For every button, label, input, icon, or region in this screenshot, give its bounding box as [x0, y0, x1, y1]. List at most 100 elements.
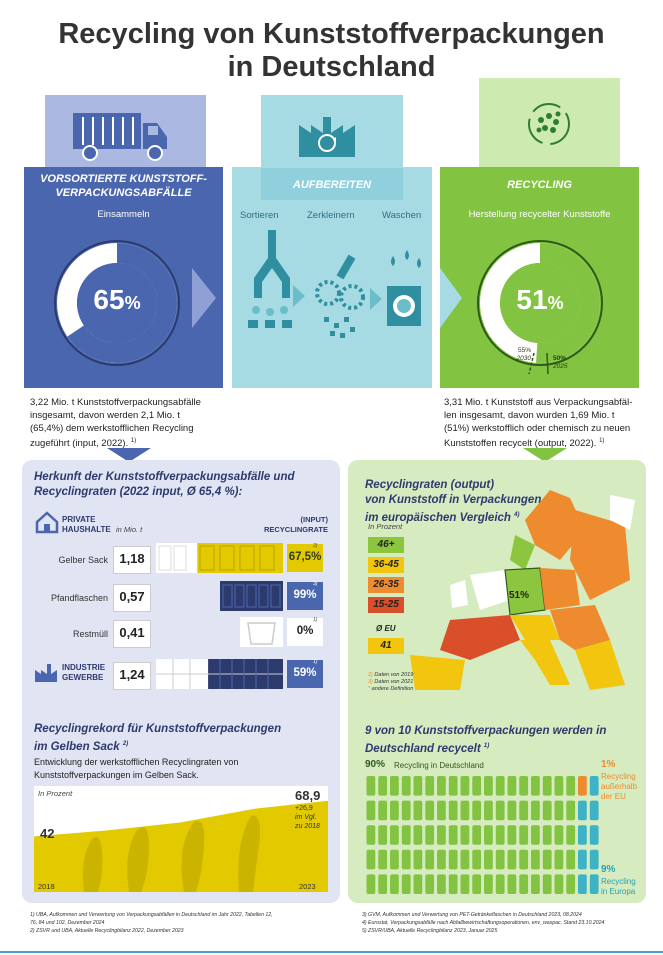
bottle-mark: [378, 776, 388, 796]
collect-subtitle: Einsammeln: [97, 209, 150, 220]
washing-icon: [387, 250, 421, 326]
process-step-sort: Sortieren: [240, 210, 279, 221]
bottle-mark: [366, 800, 376, 821]
bottle-mark: [413, 825, 423, 845]
bottle-mark: [542, 825, 552, 845]
bottle-mark: [448, 849, 458, 870]
bottle-mark: [448, 825, 458, 845]
amount-pfandflaschen: 0,57: [113, 584, 151, 612]
bottle-mark: [495, 825, 505, 845]
bottle-mark: [472, 800, 482, 821]
bottle-mark: [378, 800, 388, 821]
legend-36-45: 36-45: [368, 557, 404, 573]
bottle-mark: [542, 776, 552, 796]
bottle-mark: [413, 874, 423, 894]
row-label-restmuell: Restmüll: [72, 629, 108, 639]
collect-percent: 65%: [42, 284, 192, 316]
target-2025: 50% 2025: [553, 355, 568, 370]
bottle-mark: [554, 874, 564, 894]
bottle-mark: [578, 800, 587, 821]
factory-icon-box: [261, 95, 403, 170]
bottle-mark: [519, 825, 529, 845]
recycling-arrow-in: [440, 268, 462, 328]
europe-percent: 9%: [601, 864, 616, 875]
nine-of-ten-title: 9 von 10 Kunststoffverpackungen werden i…: [365, 725, 607, 755]
europe-ylabel: In Prozent: [368, 522, 403, 531]
unit-label: in Mio. t: [116, 525, 143, 534]
bottle-mark: [507, 800, 517, 821]
collect-percent-sign: %: [124, 293, 141, 313]
row-label-gelber-sack: Gelber Sack: [58, 555, 108, 565]
amount-industry: 1,24: [113, 662, 151, 690]
bottle-mark: [460, 849, 470, 870]
bottle-mark: [495, 874, 505, 894]
factory-small-icon: [35, 664, 57, 682]
bottle-mark: [578, 776, 587, 796]
bottle-mark: [542, 874, 552, 894]
footnotes-left: 1) UBA, Aufkommen und Verwertung von Ver…: [30, 912, 273, 934]
title-line-1: Recycling von Kunststoffverpackungen: [58, 18, 605, 50]
house-icon: [35, 511, 59, 534]
bottle-mark: [448, 800, 458, 821]
record-area-chart: [34, 800, 328, 892]
record-x-end: 2023: [299, 882, 316, 891]
shredder-icon: [315, 254, 365, 338]
bottle-mark: [507, 874, 517, 894]
bottle-mark: [554, 825, 564, 845]
bottle-mark: [401, 825, 411, 845]
germany-value: 51%: [509, 590, 530, 601]
europe-title: Recyclingraten (output) von Kunststoff i…: [365, 479, 542, 524]
record-area: [34, 800, 328, 892]
bottle-mark: [472, 776, 482, 796]
bottle-mark: [366, 849, 376, 870]
bottle-mark: [401, 776, 411, 796]
bottle-mark: [413, 849, 423, 870]
bin-restmuell: [240, 617, 283, 647]
bottle-mark: [531, 800, 540, 821]
rate-gelber-sack: 67,5%: [287, 544, 323, 572]
row-label-pfandflaschen: Pfandflaschen: [50, 593, 108, 603]
bottle-mark: [460, 825, 470, 845]
fn-industry: 1): [313, 659, 318, 665]
amount-gelber-sack: 1,18: [113, 546, 151, 574]
bottle-mark: [554, 849, 564, 870]
private-households-label: PRIVATE HAUSHALTE: [62, 515, 111, 534]
bottle-mark: [507, 776, 517, 796]
bottle-mark: [366, 776, 376, 796]
bottle-mark: [554, 776, 564, 796]
process-step-wash: Waschen: [382, 210, 422, 221]
bottom-line: [0, 951, 663, 953]
fn-restmuell: 1): [313, 617, 318, 623]
bottle-mark: [378, 825, 388, 845]
de-label: Recycling in Deutschland: [394, 761, 484, 770]
bottle-mark: [401, 874, 411, 894]
bottle-mark: [484, 776, 493, 796]
bottle-mark: [390, 849, 399, 870]
europe-notes: 2) Daten von 2019 3) Daten von 2021 * an…: [368, 672, 414, 692]
bottle-mark: [413, 800, 423, 821]
record-start-value: 42: [40, 826, 55, 841]
recycling-donut: [477, 240, 603, 375]
bottle-mark: [589, 776, 599, 796]
bottle-mark: [589, 849, 599, 870]
bottle-mark: [390, 800, 399, 821]
bottle-mark: [495, 776, 505, 796]
connector-right: [523, 448, 567, 462]
bottle-mark: [495, 849, 505, 870]
legend-26-35: 26-35: [368, 577, 404, 593]
fn-gelber-sack: 2): [313, 543, 318, 549]
bottle-mark: [448, 776, 458, 796]
bottle-mark: [437, 849, 446, 870]
europe-map: [410, 490, 635, 690]
bottle-mark: [472, 849, 482, 870]
bottle-mark: [495, 800, 505, 821]
outside-eu-label: Recycling außerhalb der EU: [601, 772, 638, 801]
collect-arrow: [192, 268, 216, 328]
bottle-mark: [378, 874, 388, 894]
granulate-icon: [528, 103, 570, 145]
process-panel: [232, 167, 432, 388]
process-step-shred: Zerkleinern: [307, 210, 355, 221]
rate-industry: 59%: [287, 660, 323, 688]
industry-label: INDUSTRIE GEWERBE: [62, 663, 106, 682]
recycling-percent-sign: %: [547, 293, 564, 313]
